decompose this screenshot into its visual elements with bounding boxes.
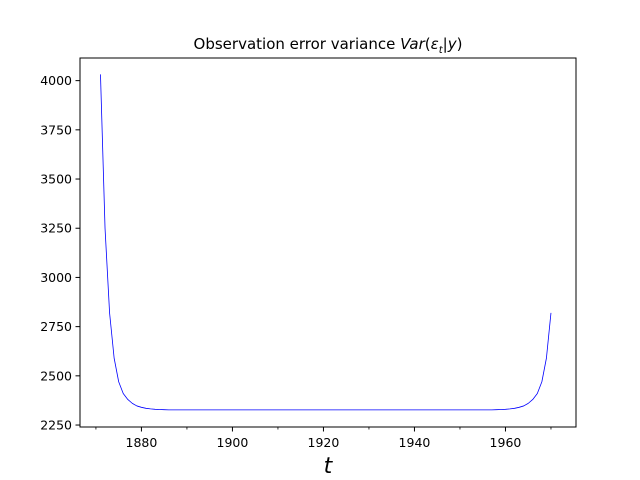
y-tick-label-3500: 3500 [40,172,72,187]
y-tick-label-4000: 4000 [40,73,72,88]
x-tick-label-1920: 1920 [308,435,340,450]
series-line-0 [100,74,552,411]
y-tick-label-2750: 2750 [40,319,72,334]
plot-area: 1880 1900 1920 1940 1960 2250 2500 2750 3000 3250… [40,57,577,450]
x-tick-label-1940: 1940 [399,435,431,450]
y-tick-label-3250: 3250 [40,221,72,236]
chart-title: Observation error variance Var(εt|y) [194,35,463,56]
y-tick-label-2250: 2250 [40,418,72,433]
y-tick-label-3750: 3750 [40,122,72,137]
x-axis-label: t [324,454,334,479]
x-tick-label-1900: 1900 [217,435,249,450]
x-tick-label-1960: 1960 [490,435,522,450]
y-tick-label-3000: 3000 [40,270,72,285]
y-tick-label-2500: 2500 [40,368,72,383]
x-tick-label-1880: 1880 [126,435,158,450]
plot-frame [79,57,577,428]
